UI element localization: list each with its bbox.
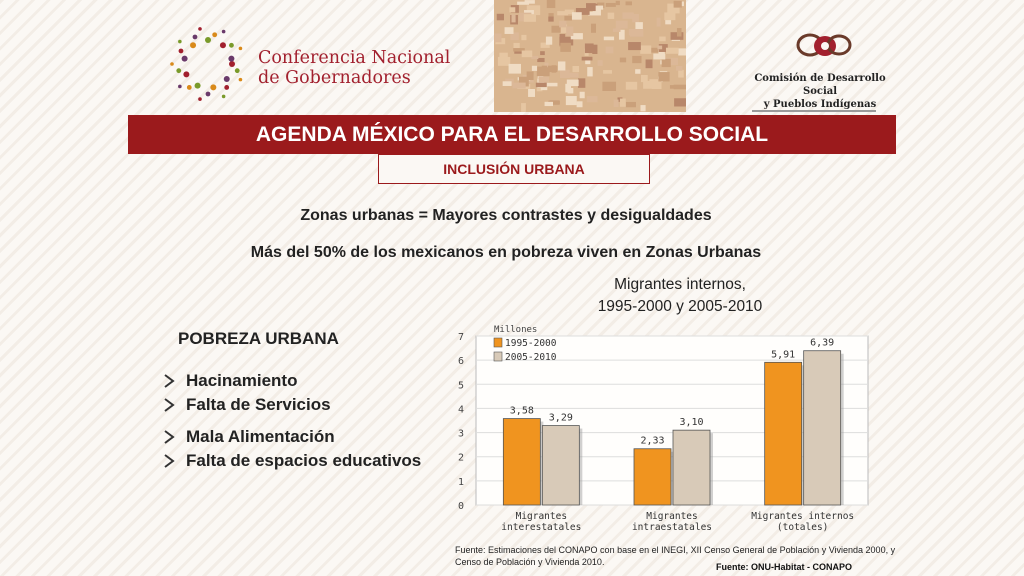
data-label: 2,33 [640, 436, 664, 447]
org-left-line1: Conferencia Nacional [258, 48, 451, 68]
y-tick-label: 5 [458, 380, 464, 391]
data-label: 6,39 [810, 338, 834, 349]
x-category-label: (totales) [777, 522, 828, 533]
y-unit-label: Millones [494, 325, 537, 335]
data-label: 5,91 [771, 349, 795, 360]
y-tick-label: 6 [458, 356, 464, 367]
legend-swatch [493, 351, 503, 362]
list-item: Falta de Servicios [162, 393, 331, 417]
list-item: Hacinamiento [162, 369, 331, 393]
conago-logo [168, 24, 248, 104]
x-category-label: interestatales [501, 522, 581, 533]
y-tick-label: 1 [458, 477, 464, 488]
arrow-bullet-icon [162, 449, 186, 473]
y-tick-label: 2 [458, 453, 464, 464]
bar [633, 448, 672, 506]
x-category-label: Migrantes [516, 511, 567, 522]
y-tick-label: 0 [458, 501, 464, 512]
statement-1: Zonas urbanas = Mayores contrastes y des… [300, 207, 712, 224]
bar [672, 429, 711, 506]
legend-label: 2005-2010 [505, 352, 557, 363]
list-item-label: Falta de Servicios [186, 395, 331, 414]
x-category-label: Migrantes internos [751, 511, 854, 522]
chart-heading: Migrantes internos, 1995-2000 y 2005-201… [520, 274, 840, 318]
poverty-list-a: Hacinamiento Falta de Servicios [162, 369, 331, 417]
list-item-label: Falta de espacios educativos [186, 451, 422, 470]
list-item: Mala Alimentación [162, 425, 421, 449]
arrow-bullet-icon [162, 393, 186, 417]
section-tab-label: INCLUSIÓN URBANA [443, 161, 585, 177]
chart-heading-line1: Migrantes internos, [614, 276, 746, 293]
arrow-bullet-icon [162, 425, 186, 449]
x-category-label: Migrantes [646, 511, 697, 522]
org-name-left: Conferencia Nacional de Gobernadores [258, 48, 458, 88]
org-left-line2: de Gobernadores [258, 68, 411, 88]
org-right-line1: Comisión de Desarrollo Social [754, 73, 886, 97]
data-label: 3,10 [679, 417, 703, 428]
poverty-list-b: Mala Alimentación Falta de espacios educ… [162, 425, 421, 473]
list-item: Falta de espacios educativos [162, 449, 421, 473]
bar [502, 418, 541, 506]
title-banner: AGENDA MÉXICO PARA EL DESARROLLO SOCIAL [128, 115, 896, 154]
commission-logo [792, 30, 856, 64]
page-title: AGENDA MÉXICO PARA EL DESARROLLO SOCIAL [255, 122, 769, 146]
y-tick-label: 4 [458, 404, 464, 415]
y-tick-label: 7 [458, 332, 464, 343]
footer-source: Fuente: ONU-Habitat - CONAPO [716, 562, 852, 572]
divider [752, 110, 876, 112]
org-right-line2: y Pueblos Indígenas [763, 99, 877, 110]
poverty-title: POBREZA URBANA [178, 329, 339, 348]
data-label: 3,29 [549, 413, 573, 424]
city-photo [494, 0, 691, 112]
bar [764, 361, 803, 506]
x-category-label: intraestatales [632, 522, 712, 533]
list-item-label: Mala Alimentación [186, 427, 335, 446]
legend-swatch [493, 337, 503, 348]
migration-bar-chart: 0 1 2 3 4 5 6 7 Millones 3,58 3,29 Migrantes interes… [436, 320, 874, 540]
arrow-bullet-icon [162, 369, 186, 393]
y-tick-label: 3 [458, 429, 464, 440]
bar [803, 350, 842, 506]
section-tab: INCLUSIÓN URBANA [378, 154, 650, 184]
chart-heading-line2: 1995-2000 y 2005-2010 [597, 298, 763, 315]
legend-label: 1995-2000 [505, 338, 557, 349]
org-name-right: Comisión de Desarrollo Social y Pueblos … [740, 72, 900, 111]
list-item-label: Hacinamiento [186, 371, 298, 390]
bar [541, 425, 580, 506]
chart-source: Fuente: Estimaciones del CONAPO con base… [455, 545, 896, 567]
statement-2: Más del 50% de los mexicanos en pobreza … [250, 244, 762, 261]
data-label: 3,58 [510, 406, 534, 417]
plot-area [475, 335, 869, 506]
